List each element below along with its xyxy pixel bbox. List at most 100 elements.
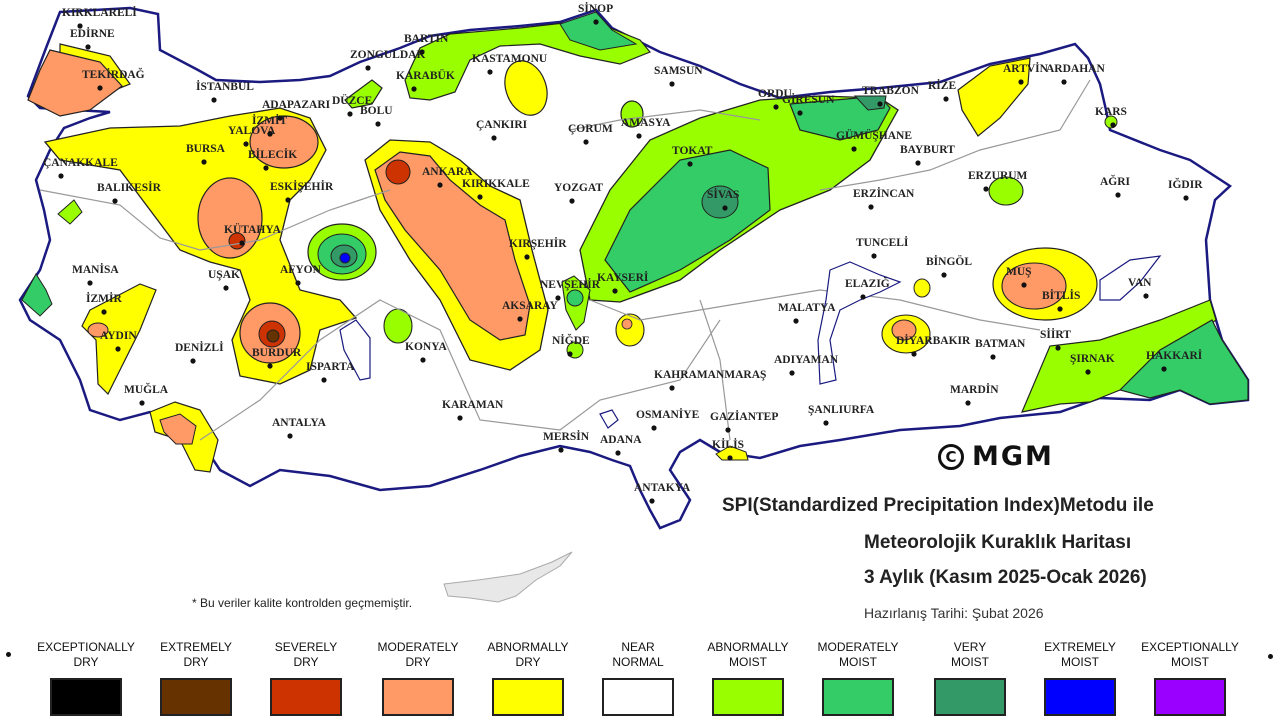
legend-label-line2: MOIST xyxy=(1061,655,1099,669)
city-label: AĞRI xyxy=(1100,174,1131,188)
region-abnormally-dry-elazig xyxy=(913,278,931,298)
quality-footnote: * Bu veriler kalite kontrolden geçmemişt… xyxy=(192,596,413,610)
city-dot xyxy=(860,294,866,300)
legend-label: MODERATELY MOIST xyxy=(798,640,918,672)
legend-label-line2: NORMAL xyxy=(612,655,664,669)
city-dot xyxy=(85,44,91,50)
city-label: MUŞ xyxy=(1006,266,1032,278)
region-moderately-dry-tekirdag xyxy=(27,49,123,117)
city-dot xyxy=(295,280,301,286)
city-label: KIRKLARELİ xyxy=(62,5,137,19)
city-dot xyxy=(797,110,803,116)
city-label: BARTIN xyxy=(404,33,449,45)
legend-item: VERY MOIST xyxy=(910,640,1030,716)
city-dot xyxy=(593,19,599,25)
city-dot xyxy=(823,420,829,426)
city-label: ZONGULDAK xyxy=(350,49,425,61)
city-dot xyxy=(97,85,103,91)
city-marker: MARDİN xyxy=(950,382,999,406)
legend-item: MODERATELY MOIST xyxy=(798,640,918,716)
region-moderately-dry-diyarbakir xyxy=(891,319,917,341)
city-marker: ERZURUM xyxy=(968,170,1028,192)
legend-label: VERY MOIST xyxy=(910,640,1030,672)
city-label: BAYBURT xyxy=(900,144,955,156)
city-label: BİTLİS xyxy=(1042,288,1080,302)
legend-label-line1: EXTREMELY xyxy=(160,640,232,654)
legend-label-line2: MOIST xyxy=(729,655,767,669)
city-label: AKSARAY xyxy=(502,300,559,312)
city-label: GİRESUN xyxy=(782,92,835,106)
city-marker: DENİZLİ xyxy=(175,340,224,364)
legend-label-line2: DRY xyxy=(183,655,209,669)
city-dot xyxy=(773,104,779,110)
legend-swatch xyxy=(822,678,894,716)
legend-swatch xyxy=(50,678,122,716)
legend-swatch xyxy=(602,678,674,716)
city-dot xyxy=(263,165,269,171)
city-marker: KARAMAN xyxy=(442,399,504,421)
city-label: İZMİT xyxy=(252,113,287,127)
city-dot xyxy=(101,309,107,315)
city-label: DENİZLİ xyxy=(175,340,224,354)
legend-label-line1: EXTREMELY xyxy=(1044,640,1116,654)
city-dot xyxy=(267,131,273,137)
legend-label: ABNORMALLY MOIST xyxy=(688,640,808,672)
city-label: EDİRNE xyxy=(70,26,115,40)
city-label: MALATYA xyxy=(778,302,836,314)
city-dot xyxy=(420,357,426,363)
city-marker: ERZİNCAN xyxy=(853,186,915,210)
legend-label-line2: DRY xyxy=(293,655,319,669)
city-marker: NİĞDE xyxy=(552,333,590,357)
city-label: BOLU xyxy=(360,105,393,117)
mgm-copyright: C MGM xyxy=(938,441,1054,472)
legend-label-line1: SEVERELY xyxy=(274,640,338,654)
city-dot xyxy=(375,121,381,127)
city-dot xyxy=(943,96,949,102)
city-dot xyxy=(201,159,207,165)
city-label: AMASYA xyxy=(621,117,671,129)
city-label: KARABÜK xyxy=(396,68,455,82)
city-marker: DİYARBAKIR xyxy=(896,333,971,357)
region-moderately-moist-sinop xyxy=(559,11,638,51)
legend-item: EXCEPTIONALLY MOIST xyxy=(1130,640,1250,716)
city-dot xyxy=(569,198,575,204)
region-moderately-dry-aydin xyxy=(87,322,109,338)
map-period: 3 Aylık (Kasım 2025-Ocak 2026) xyxy=(864,567,1147,588)
city-label: BİNGÖL xyxy=(926,254,972,268)
legend-dot-left xyxy=(6,652,11,657)
city-marker: MALATYA xyxy=(778,302,836,324)
city-marker: BİTLİS xyxy=(1042,288,1080,312)
city-dot xyxy=(211,97,217,103)
region-abnormally-moist-amasya xyxy=(620,100,644,128)
city-label: AFYON xyxy=(280,264,322,276)
legend-label: EXCEPTIONALLY DRY xyxy=(26,640,146,672)
city-label: KAHRAMANMARAŞ xyxy=(654,369,766,381)
city-marker: KARS xyxy=(1095,106,1127,128)
city-dot xyxy=(1143,293,1149,299)
city-marker: SAMSUN xyxy=(654,65,703,87)
legend: EXCEPTIONALLY DRY EXTREMELY DRY SEVERELY DRY M… xyxy=(0,636,1280,720)
city-label: AYDIN xyxy=(100,330,137,342)
city-label: YALOVA xyxy=(228,125,276,137)
legend-item: EXTREMELY MOIST xyxy=(1020,640,1140,716)
legend-label-line2: DRY xyxy=(515,655,541,669)
city-marker: KIRŞEHİR xyxy=(509,236,567,260)
city-dot xyxy=(725,427,731,433)
city-dot xyxy=(287,433,293,439)
city-dot xyxy=(555,295,561,301)
city-marker: BİNGÖL xyxy=(926,254,972,278)
city-label: ISPARTA xyxy=(306,361,355,373)
city-marker: BARTIN xyxy=(404,33,449,55)
city-label: MARDİN xyxy=(950,382,999,396)
city-label: OSMANİYE xyxy=(636,407,700,421)
legend-label: EXTREMELY MOIST xyxy=(1020,640,1140,672)
city-dot xyxy=(990,354,996,360)
city-dot xyxy=(687,161,693,167)
map-title: SPI(Standardized Precipitation Index)Met… xyxy=(722,495,1154,516)
city-marker: ÇANKIRI xyxy=(476,119,528,141)
region-abnormally-moist-erzurum xyxy=(988,176,1024,206)
legend-item: NEAR NORMAL xyxy=(578,640,698,716)
legend-label-line2: MOIST xyxy=(951,655,989,669)
region-abnormally-moist-sirnak xyxy=(1020,299,1217,413)
city-marker: KARABÜK xyxy=(396,68,455,92)
